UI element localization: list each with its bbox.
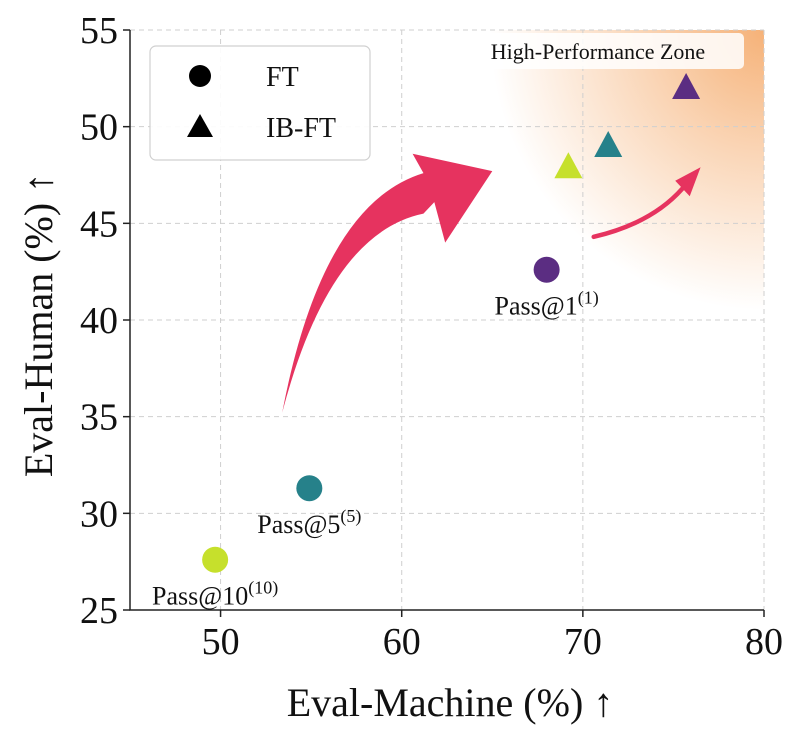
improvement-arrows bbox=[282, 153, 701, 413]
y-tick-label: 50 bbox=[80, 107, 118, 149]
legend-label-ft: FT bbox=[266, 62, 299, 93]
zone-label-box bbox=[452, 33, 744, 69]
ib-ft-point bbox=[594, 131, 623, 157]
legend-frame bbox=[149, 45, 371, 161]
zone-label-group: High-Performance Zone bbox=[452, 33, 744, 69]
x-tick-label: 50 bbox=[202, 621, 240, 663]
y-tick-label: 35 bbox=[80, 397, 118, 439]
legend-triangle-marker bbox=[187, 114, 213, 137]
y-axis-title: Eval-Human (%) ↑ bbox=[16, 173, 61, 477]
data-points: Pass@1(1) Pass@5(5) Pass@10(10) bbox=[152, 73, 701, 611]
point-label: Pass@1(1) bbox=[495, 288, 599, 321]
legend-label-ib-ft: IB-FT bbox=[266, 113, 336, 144]
point-label: Pass@5(5) bbox=[257, 506, 361, 539]
x-axis-title: Eval-Machine (%) ↑ bbox=[287, 680, 614, 725]
legend: FT IB-FT bbox=[149, 45, 371, 161]
ft-point bbox=[296, 475, 323, 502]
large-improvement-arrow bbox=[282, 153, 493, 413]
y-tick-label: 30 bbox=[80, 493, 118, 535]
ft-point bbox=[202, 546, 229, 573]
small-improvement-arrow bbox=[591, 186, 685, 240]
ib-ft-point bbox=[672, 73, 701, 99]
y-tick-label: 55 bbox=[80, 10, 118, 52]
y-tick-label: 40 bbox=[80, 300, 118, 342]
y-tick-label: 45 bbox=[80, 203, 118, 245]
zone-label: High-Performance Zone bbox=[491, 39, 705, 64]
legend-circle-marker bbox=[189, 65, 211, 87]
high-performance-zone bbox=[490, 30, 764, 310]
ft-point bbox=[533, 256, 560, 283]
ib-ft-point bbox=[554, 152, 583, 179]
point-label: Pass@10(10) bbox=[152, 578, 278, 611]
x-tick-label: 60 bbox=[383, 621, 421, 663]
axis-ticks: 50 60 70 80 25 30 35 40 45 50 55 bbox=[80, 10, 783, 663]
small-arrow-head bbox=[675, 167, 701, 197]
y-tick-label: 25 bbox=[80, 590, 118, 632]
x-tick-label: 80 bbox=[745, 621, 783, 663]
x-tick-label: 70 bbox=[564, 621, 602, 663]
